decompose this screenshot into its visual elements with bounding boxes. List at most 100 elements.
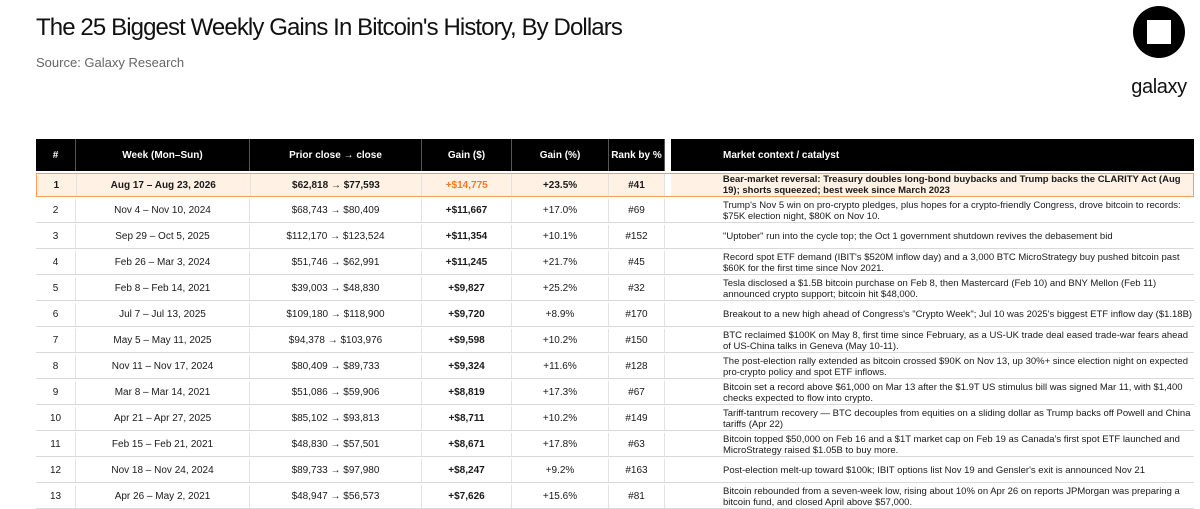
row-context: Tariff-tantrum recovery — BTC decouples … — [723, 407, 1191, 430]
galaxy-logo-icon — [1133, 6, 1185, 58]
row-week: Aug 17 – Aug 23, 2026 — [77, 174, 251, 196]
row-week: Feb 15 – Feb 21, 2021 — [76, 433, 250, 456]
row-week: Apr 21 – Apr 27, 2025 — [76, 407, 250, 430]
row-context: Bear-market reversal: Treasury doubles l… — [722, 174, 1181, 196]
table-header: # Week (Mon–Sun) Prior close → close Gai… — [36, 139, 1194, 171]
row-rank-by-pct: #41 — [609, 174, 665, 196]
row-rank: 12 — [36, 459, 76, 482]
row-gain-pct: +15.6% — [512, 485, 609, 508]
row-gain-dollar: +$9,720 — [422, 303, 512, 326]
row-rank: 10 — [36, 407, 76, 430]
row-gain-dollar: +$8,247 — [422, 459, 512, 482]
row-close: $89,733 → $97,980 — [250, 459, 422, 482]
row-week: May 5 – May 11, 2025 — [76, 329, 250, 352]
galaxy-logo-text: galaxy — [1131, 76, 1187, 98]
row-gain-dollar: +$11,354 — [422, 225, 512, 248]
row-week: Jul 7 – Jul 13, 2025 — [76, 303, 250, 326]
row-gain-pct: +11.6% — [512, 355, 609, 378]
row-context: Record spot ETF demand (IBIT's $520M inf… — [723, 251, 1180, 274]
row-rank: 7 — [36, 329, 76, 352]
row-gain-dollar: +$7,626 — [422, 485, 512, 508]
table-row: 8 Nov 11 – Nov 17, 2024 $80,409 → $89,733 +… — [36, 355, 1194, 379]
row-gain-dollar: +$8,711 — [422, 407, 512, 430]
row-gain-pct: +8.9% — [512, 303, 609, 326]
row-gain-pct: +23.5% — [512, 174, 609, 196]
row-rank: 13 — [36, 485, 76, 508]
row-context: The post-election rally extended as bitc… — [723, 355, 1188, 378]
row-rank-by-pct: #128 — [609, 355, 665, 378]
row-close: $85,102 → $93,813 — [250, 407, 422, 430]
row-rank-by-pct: #170 — [609, 303, 665, 326]
row-close: $109,180 → $118,900 — [250, 303, 422, 326]
source-note: Source: Galaxy Research — [36, 55, 185, 70]
table-row: 3 Sep 29 – Oct 5, 2025 $112,170 → $123,524… — [36, 225, 1194, 249]
row-context: "Uptober" run into the cycle top; the Oc… — [723, 231, 1113, 242]
row-gain-dollar: +$11,667 — [422, 199, 512, 222]
row-close: $80,409 → $89,733 — [250, 355, 422, 378]
row-week: Mar 8 – Mar 14, 2021 — [76, 381, 250, 404]
row-rank-by-pct: #149 — [609, 407, 665, 430]
row-gain-dollar: +$9,827 — [422, 277, 512, 300]
galaxy-logo: galaxy — [1124, 4, 1194, 100]
row-week: Nov 11 – Nov 17, 2024 — [76, 355, 250, 378]
row-close: $51,746 → $62,991 — [250, 251, 422, 274]
row-close: $48,830 → $57,501 — [250, 433, 422, 456]
header-gain-pct: Gain (%) — [512, 139, 609, 171]
header-gain-dollar: Gain ($) — [422, 139, 512, 171]
row-week: Feb 8 – Feb 14, 2021 — [76, 277, 250, 300]
row-context: Bitcoin rebounded from a seven-week low,… — [723, 485, 1180, 508]
row-rank: 2 — [36, 199, 76, 222]
row-rank: 11 — [36, 433, 76, 456]
row-gain-pct: +21.7% — [512, 251, 609, 274]
row-close: $62,818 → $77,593 — [251, 174, 423, 196]
row-gain-pct: +10.2% — [512, 407, 609, 430]
row-gain-pct: +17.8% — [512, 433, 609, 456]
row-gain-pct: +25.2% — [512, 277, 609, 300]
table-row: 9 Mar 8 – Mar 14, 2021 $51,086 → $59,906 +$… — [36, 381, 1194, 405]
row-close: $112,170 → $123,524 — [250, 225, 422, 248]
row-gain-pct: +9.2% — [512, 459, 609, 482]
row-context: Tesla disclosed a $1.5B bitcoin purchase… — [723, 277, 1157, 300]
row-close: $68,743 → $80,409 — [250, 199, 422, 222]
table-body: 1 Aug 17 – Aug 23, 2026 $62,818 → $77,593 +… — [36, 173, 1194, 509]
table-row: 10 Apr 21 – Apr 27, 2025 $85,102 → $93,813… — [36, 407, 1194, 431]
row-rank: 8 — [36, 355, 76, 378]
row-rank-by-pct: #163 — [609, 459, 665, 482]
row-gain-pct: +10.2% — [512, 329, 609, 352]
row-week: Apr 26 – May 2, 2021 — [76, 485, 250, 508]
row-close: $51,086 → $59,906 — [250, 381, 422, 404]
table-row: 13 Apr 26 – May 2, 2021 $48,947 → $56,573 +… — [36, 485, 1194, 509]
row-rank-by-pct: #63 — [609, 433, 665, 456]
row-week: Sep 29 – Oct 5, 2025 — [76, 225, 250, 248]
table-row: 11 Feb 15 – Feb 21, 2021 $48,830 → $57,501… — [36, 433, 1194, 457]
header-rank-by-pct: Rank by % — [609, 139, 665, 171]
row-rank: 9 — [36, 381, 76, 404]
row-rank: 1 — [37, 174, 77, 196]
row-gain-dollar: +$9,598 — [422, 329, 512, 352]
row-gain-dollar: +$14,775 — [422, 174, 513, 196]
row-gain-pct: +17.0% — [512, 199, 609, 222]
row-close: $48,947 → $56,573 — [250, 485, 422, 508]
row-rank-by-pct: #45 — [609, 251, 665, 274]
weekly-gains-table: # Week (Mon–Sun) Prior close → close Gai… — [36, 139, 1194, 509]
table-row: 5 Feb 8 – Feb 14, 2021 $39,003 → $48,830 +$… — [36, 277, 1194, 301]
row-rank-by-pct: #150 — [609, 329, 665, 352]
header-week: Week (Mon–Sun) — [76, 139, 250, 171]
row-context: Bitcoin set a record above $61,000 on Ma… — [723, 381, 1183, 404]
row-rank-by-pct: #32 — [609, 277, 665, 300]
row-rank: 4 — [36, 251, 76, 274]
row-week: Nov 4 – Nov 10, 2024 — [76, 199, 250, 222]
row-rank-by-pct: #69 — [609, 199, 665, 222]
table-row: 7 May 5 – May 11, 2025 $94,378 → $103,976 +… — [36, 329, 1194, 353]
row-gain-dollar: +$11,245 — [422, 251, 512, 274]
table-row: 4 Feb 26 – Mar 3, 2024 $51,746 → $62,991 +$… — [36, 251, 1194, 275]
row-rank-by-pct: #81 — [609, 485, 665, 508]
header-context: Market context / catalyst — [723, 149, 840, 161]
row-rank: 6 — [36, 303, 76, 326]
header-close: Prior close → close — [250, 139, 422, 171]
header-rank: # — [36, 139, 76, 171]
row-rank: 3 — [36, 225, 76, 248]
row-rank-by-pct: #67 — [609, 381, 665, 404]
row-gain-dollar: +$9,324 — [422, 355, 512, 378]
table-row: 12 Nov 18 – Nov 24, 2024 $89,733 → $97,980… — [36, 459, 1194, 483]
